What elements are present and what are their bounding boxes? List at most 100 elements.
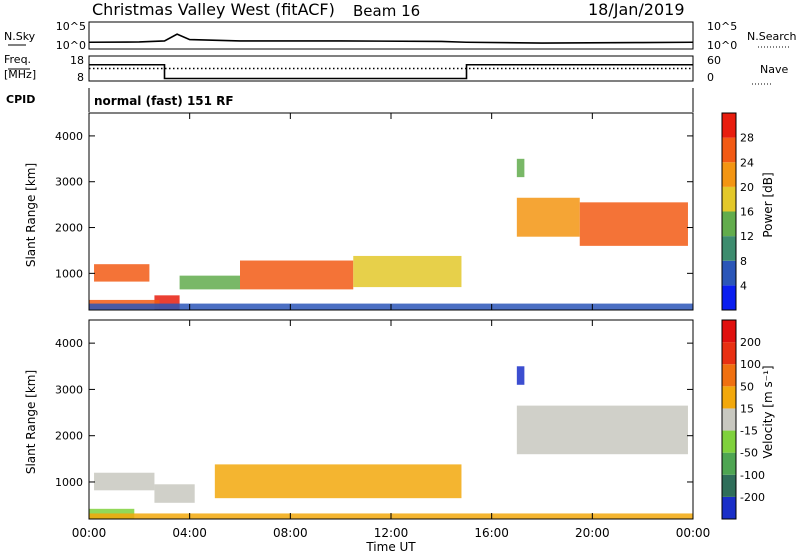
echo-region [353,255,462,288]
noise-panel: N.Sky 10^5 10^0 10^5 10^0 N.Search [4,20,797,52]
ytick-label: 3000 [55,383,83,396]
echo-region [516,197,580,237]
noise-right-tick-top: 10^5 [707,20,737,33]
xtick-label: 08:00 [273,526,308,540]
echo-region [516,366,525,385]
colorbar-swatch [722,320,736,343]
echo-region [516,405,688,455]
colorbar-tick-label: 200 [740,336,761,349]
velocity-colorbar-label: Velocity [m s⁻¹] [761,365,775,458]
frequency-series-line [89,63,693,80]
colorbar-tick-label: 4 [740,279,747,292]
colorbar-frame [721,112,737,311]
xtick-label: 00:00 [676,526,711,540]
power-ylabel: Slant Range [km] [24,163,38,267]
colorbar-tick-label: -100 [740,469,765,482]
colorbar-tick-label: 8 [740,255,747,268]
velocity-data-layer [89,366,693,519]
colorbar-swatch [722,452,736,475]
power-data-layer [89,158,693,310]
velocity-colorbar: 200 100 50 15 -15 -50 -100 -200 [721,319,765,520]
colorbar-swatch [722,137,736,163]
colorbar-swatch [722,496,736,519]
colorbar-tick-label: 24 [740,156,754,169]
velocity-yaxis: 1000 2000 3000 4000 [55,337,693,489]
noise-right-label: N.Search [747,30,797,43]
frequency-panel: Freq. [MHz] 18 8 60 0 Nave [4,53,788,85]
colorbar-tick-label: 15 [740,402,754,415]
echo-region [516,158,525,178]
velocity-ylabel: Slant Range [km] [24,370,38,474]
velocity-panel: 1000 2000 3000 4000 Slant Range [km] 200 100… [24,319,775,520]
colorbar-swatch [722,236,736,261]
colorbar-tick-label: 20 [740,181,754,194]
xtick-label: 20:00 [575,526,610,540]
ytick-label: 4000 [55,130,83,143]
echo-region [214,464,462,499]
colorbar-swatch [722,285,736,310]
cpid-value: normal (fast) 151 RF [94,94,234,108]
colorbar-tick-label: 12 [740,230,754,243]
noise-right-tick-bottom: 10^0 [707,39,737,52]
ytick-label: 3000 [55,176,83,189]
nave-tick-top: 60 [707,54,721,67]
colorbar-tick-label: 16 [740,206,754,219]
ytick-label: 4000 [55,337,83,350]
ytick-label: 1000 [55,476,83,489]
echo-region [579,202,688,246]
noise-left-label: N.Sky [4,30,36,43]
colorbar-tick-label: -15 [740,425,758,438]
colorbar-swatch [722,113,736,138]
colorbar-tick-label: -200 [740,491,765,504]
frequency-tick-bottom: 8 [77,71,84,84]
beam-label: Beam 16 [353,2,420,20]
noise-panel-frame [88,21,694,50]
colorbar-tick-label: -50 [740,447,758,460]
frequency-unit: [MHz] [4,68,36,81]
station-title: Christmas Valley West (fitACF) [92,0,335,19]
power-yaxis: 1000 2000 3000 4000 [55,130,693,280]
colorbar-swatch [722,408,736,431]
nave-label: Nave [760,63,788,76]
echo-region [94,472,155,491]
colorbar-swatch [722,211,736,237]
echo-region [240,260,354,290]
echo-region [179,275,240,290]
colorbar-swatch [722,430,736,453]
colorbar-swatch [722,386,736,409]
power-colorbar: 4 8 12 16 20 24 28 [721,112,754,311]
power-colorbar-label: Power [dB] [761,172,775,237]
cpid-panel: CPID normal (fast) 151 RF [6,88,694,112]
ytick-label: 2000 [55,222,83,235]
ytick-label: 1000 [55,267,83,280]
frequency-tick-top: 18 [70,54,84,67]
xtick-label: 04:00 [172,526,207,540]
colorbar-swatch [722,162,736,187]
noise-series-line [88,33,694,44]
noise-left-tick-bottom: 10^0 [56,39,86,52]
colorbar-swatch [722,186,736,212]
xtick-label: 16:00 [474,526,509,540]
power-panel: 1000 2000 3000 4000 Slant Range [km] 4 8 12 16… [24,112,775,311]
nave-tick-bottom: 0 [707,71,714,84]
colorbar-tick-label: 50 [740,380,754,393]
colorbar-swatch [722,474,736,497]
colorbar-swatch [722,342,736,365]
echo-region [154,484,195,503]
colorbar-frame [721,319,737,520]
cpid-label: CPID [6,93,35,106]
date-label: 18/Jan/2019 [588,0,685,19]
ytick-label: 2000 [55,430,83,443]
xtick-label: 12:00 [374,526,409,540]
echo-region [94,264,150,282]
time-axis: 00:00 04:00 08:00 12:00 16:00 20:00 00:00 [72,113,711,540]
colorbar-tick-label: 28 [740,132,754,145]
colorbar-swatch [722,260,736,286]
xtick-label: 00:00 [72,526,107,540]
noise-left-tick-top: 10^5 [56,20,86,33]
xaxis-label: Time UT [365,540,416,554]
colorbar-swatch [722,364,736,387]
frequency-label: Freq. [4,53,31,66]
colorbar-tick-label: 100 [740,358,761,371]
